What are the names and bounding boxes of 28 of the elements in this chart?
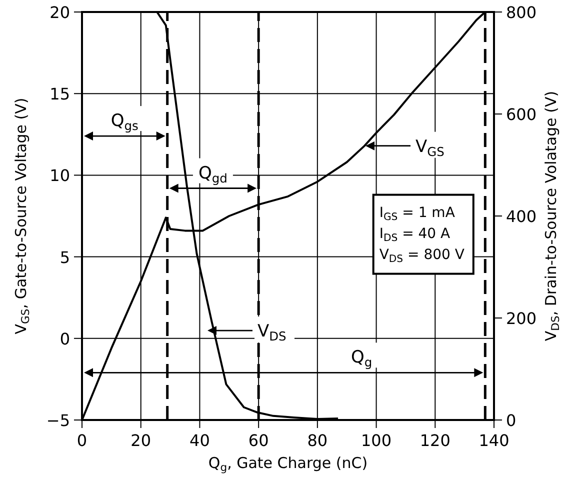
annotation: I$_{DS}$ = 40 A — [379, 226, 451, 244]
x-tick-label: 80 — [307, 431, 328, 450]
x-tick-label: 60 — [248, 431, 269, 450]
annotation: I$_{GS}$ = 1 mA — [379, 204, 456, 223]
legend-label: V$_{GS}$ — [416, 136, 445, 158]
x-tick-label: 0 — [76, 431, 88, 450]
y-tick-label: −5 — [46, 411, 70, 430]
annotation: Q$_{g}$ — [350, 348, 372, 370]
y-tick-label: 5 — [60, 248, 70, 267]
y-tick-label: 15 — [50, 84, 70, 104]
y2-tick-label: 400 — [506, 207, 537, 226]
y-tick-label: 20 — [50, 3, 70, 22]
y-tick-label: 10 — [50, 166, 70, 186]
x-tick-label: 120 — [420, 431, 450, 450]
y2-tick-label: 0 — [506, 411, 516, 430]
x-axis-title: Q$_{g}$, Gate Charge (nC) — [208, 454, 368, 474]
legend-label: V$_{DS}$ — [257, 322, 287, 344]
y2-tick-label: 800 — [506, 3, 537, 22]
annotation: Q$_{gd}$ — [198, 163, 228, 185]
y2-tick-label: 600 — [506, 105, 537, 124]
x-tick-label: 140 — [478, 431, 510, 450]
y2-tick-label: 200 — [506, 309, 537, 328]
x-tick-label: 20 — [130, 431, 152, 450]
y-tick-label: 0 — [60, 329, 70, 348]
annotation: V$_{DS}$ = 800 V — [379, 246, 465, 265]
x-tick-label: 100 — [361, 431, 392, 450]
x-tick-label: 40 — [190, 431, 210, 450]
annotation: Q$_{gs}$ — [110, 111, 138, 133]
